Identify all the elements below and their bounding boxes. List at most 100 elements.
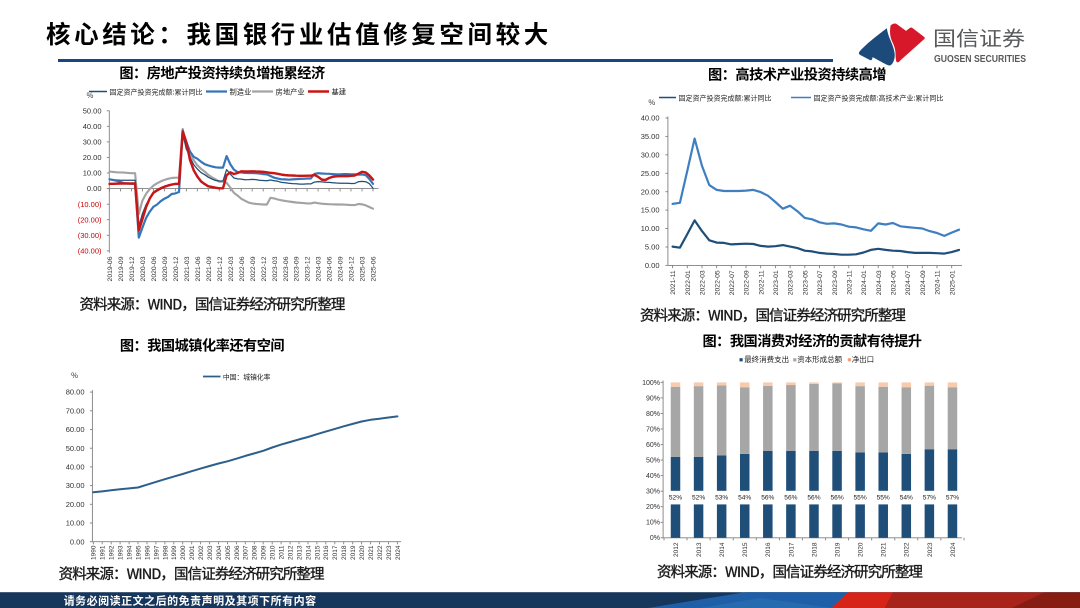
svg-text:最终消费支出: 最终消费支出 bbox=[744, 354, 789, 365]
svg-text:55%: 55% bbox=[853, 495, 866, 502]
svg-text:1997: 1997 bbox=[153, 545, 160, 560]
svg-text:2020-09: 2020-09 bbox=[162, 256, 169, 281]
svg-text:40%: 40% bbox=[646, 473, 660, 480]
svg-text:2015: 2015 bbox=[742, 542, 749, 557]
svg-text:2004: 2004 bbox=[216, 545, 223, 560]
svg-text:2023-05: 2023-05 bbox=[802, 270, 809, 295]
svg-text:2023: 2023 bbox=[386, 545, 393, 560]
svg-text:2009: 2009 bbox=[261, 545, 268, 560]
svg-text:2024-12: 2024-12 bbox=[349, 256, 356, 281]
svg-text:52%: 52% bbox=[669, 495, 682, 502]
svg-text:GUOSEN SECURITIES: GUOSEN SECURITIES bbox=[934, 54, 1026, 65]
svg-text:2020-12: 2020-12 bbox=[173, 256, 180, 281]
svg-text:2008: 2008 bbox=[252, 545, 259, 560]
svg-text:2024-09: 2024-09 bbox=[920, 270, 927, 295]
svg-text:1990: 1990 bbox=[91, 545, 98, 560]
svg-text:10.00: 10.00 bbox=[641, 224, 660, 233]
svg-text:2024-07: 2024-07 bbox=[905, 270, 912, 295]
svg-text:(30.00): (30.00) bbox=[78, 231, 102, 240]
svg-text:60%: 60% bbox=[646, 442, 660, 449]
svg-text:20%: 20% bbox=[646, 504, 660, 511]
svg-text:2017: 2017 bbox=[332, 545, 339, 560]
svg-text:2022-12: 2022-12 bbox=[261, 256, 268, 281]
svg-text:40.00: 40.00 bbox=[66, 463, 85, 472]
svg-text:1994: 1994 bbox=[127, 545, 134, 560]
svg-text:净出口: 净出口 bbox=[852, 354, 875, 365]
svg-text:2002: 2002 bbox=[198, 545, 205, 560]
svg-text:(40.00): (40.00) bbox=[78, 247, 102, 256]
svg-text:20.00: 20.00 bbox=[641, 187, 660, 196]
svg-text:30.00: 30.00 bbox=[641, 150, 660, 159]
svg-text:2023-09: 2023-09 bbox=[832, 270, 839, 295]
svg-text:2019: 2019 bbox=[835, 542, 842, 557]
svg-text:2024-05: 2024-05 bbox=[891, 270, 898, 295]
svg-text:2023-03: 2023-03 bbox=[272, 256, 279, 281]
svg-text:2024-01: 2024-01 bbox=[861, 270, 868, 295]
svg-text:1996: 1996 bbox=[144, 545, 151, 560]
svg-text:56%: 56% bbox=[761, 495, 774, 502]
svg-text:2024-06: 2024-06 bbox=[327, 256, 334, 281]
svg-text:2013: 2013 bbox=[696, 542, 703, 557]
svg-text:2001: 2001 bbox=[189, 545, 196, 560]
svg-text:2025-01: 2025-01 bbox=[949, 270, 956, 295]
svg-text:2006: 2006 bbox=[234, 545, 241, 560]
svg-text:2022-01: 2022-01 bbox=[685, 270, 692, 295]
svg-text:1999: 1999 bbox=[171, 545, 178, 560]
svg-text:2003: 2003 bbox=[207, 545, 214, 560]
svg-text:2021-09: 2021-09 bbox=[206, 256, 213, 281]
svg-text:35.00: 35.00 bbox=[641, 132, 660, 141]
svg-text:0.00: 0.00 bbox=[645, 261, 660, 270]
svg-text:70%: 70% bbox=[646, 426, 660, 433]
svg-text:国信证券: 国信证券 bbox=[933, 23, 1025, 52]
svg-text:2022-07: 2022-07 bbox=[729, 270, 736, 295]
svg-text:2014: 2014 bbox=[305, 545, 312, 560]
svg-text:2021-03: 2021-03 bbox=[184, 256, 191, 281]
svg-text:2023-06: 2023-06 bbox=[283, 256, 290, 281]
svg-text:2024-03: 2024-03 bbox=[316, 256, 323, 281]
svg-text:2023-07: 2023-07 bbox=[817, 270, 824, 295]
svg-text:53%: 53% bbox=[715, 495, 728, 502]
svg-text:制造业: 制造业 bbox=[230, 88, 252, 98]
svg-text:15.00: 15.00 bbox=[641, 206, 660, 215]
svg-text:2024-03: 2024-03 bbox=[876, 270, 883, 295]
svg-text:20.00: 20.00 bbox=[83, 153, 102, 162]
svg-text:56%: 56% bbox=[807, 495, 820, 502]
svg-text:50.00: 50.00 bbox=[83, 106, 102, 115]
svg-text:56%: 56% bbox=[784, 495, 797, 502]
svg-text:25.00: 25.00 bbox=[641, 169, 660, 178]
svg-text:2020: 2020 bbox=[359, 545, 366, 560]
svg-text:2022-11: 2022-11 bbox=[758, 270, 765, 295]
svg-text:2010: 2010 bbox=[270, 545, 277, 560]
svg-text:2019-12: 2019-12 bbox=[129, 256, 136, 281]
svg-text:1998: 1998 bbox=[162, 545, 169, 560]
svg-text:2023-01: 2023-01 bbox=[773, 270, 780, 295]
svg-text:0.00: 0.00 bbox=[70, 537, 85, 546]
svg-text:资料来源：WIND，国信证券经济研究所整理: 资料来源：WIND，国信证券经济研究所整理 bbox=[80, 294, 346, 315]
svg-text:54%: 54% bbox=[900, 495, 913, 502]
svg-text:固定资产投资完成额:累计同比: 固定资产投资完成额:累计同比 bbox=[110, 88, 203, 98]
svg-text:80%: 80% bbox=[646, 411, 660, 418]
svg-text:5.00: 5.00 bbox=[645, 243, 660, 252]
svg-text:90%: 90% bbox=[646, 395, 660, 402]
svg-text:(10.00): (10.00) bbox=[78, 200, 102, 209]
svg-text:2020: 2020 bbox=[858, 542, 865, 557]
svg-text:资料来源：WIND，国信证券经济研究所整理: 资料来源：WIND，国信证券经济研究所整理 bbox=[59, 563, 325, 584]
svg-text:(20.00): (20.00) bbox=[78, 215, 102, 224]
svg-text:图：我国消费对经济的贡献有待提升: 图：我国消费对经济的贡献有待提升 bbox=[702, 331, 921, 351]
svg-text:2013: 2013 bbox=[296, 545, 303, 560]
svg-text:30.00: 30.00 bbox=[83, 138, 102, 147]
svg-text:2012: 2012 bbox=[673, 542, 680, 557]
svg-text:2022-06: 2022-06 bbox=[239, 256, 246, 281]
svg-text:1991: 1991 bbox=[100, 545, 107, 560]
svg-text:10.00: 10.00 bbox=[66, 519, 85, 528]
svg-text:2014: 2014 bbox=[719, 542, 726, 557]
svg-text:2021-12: 2021-12 bbox=[217, 256, 224, 281]
svg-text:%: % bbox=[648, 97, 655, 108]
svg-text:2024-11: 2024-11 bbox=[935, 270, 942, 295]
svg-text:2017: 2017 bbox=[788, 542, 795, 557]
svg-text:2022: 2022 bbox=[904, 542, 911, 557]
svg-text:固定资产投资完成额:累计同比: 固定资产投资完成额:累计同比 bbox=[679, 94, 772, 104]
svg-text:40.00: 40.00 bbox=[641, 114, 660, 123]
svg-text:2018: 2018 bbox=[341, 545, 348, 560]
svg-text:图：房地产投资持续负增拖累经济: 图：房地产投资持续负增拖累经济 bbox=[119, 63, 325, 83]
